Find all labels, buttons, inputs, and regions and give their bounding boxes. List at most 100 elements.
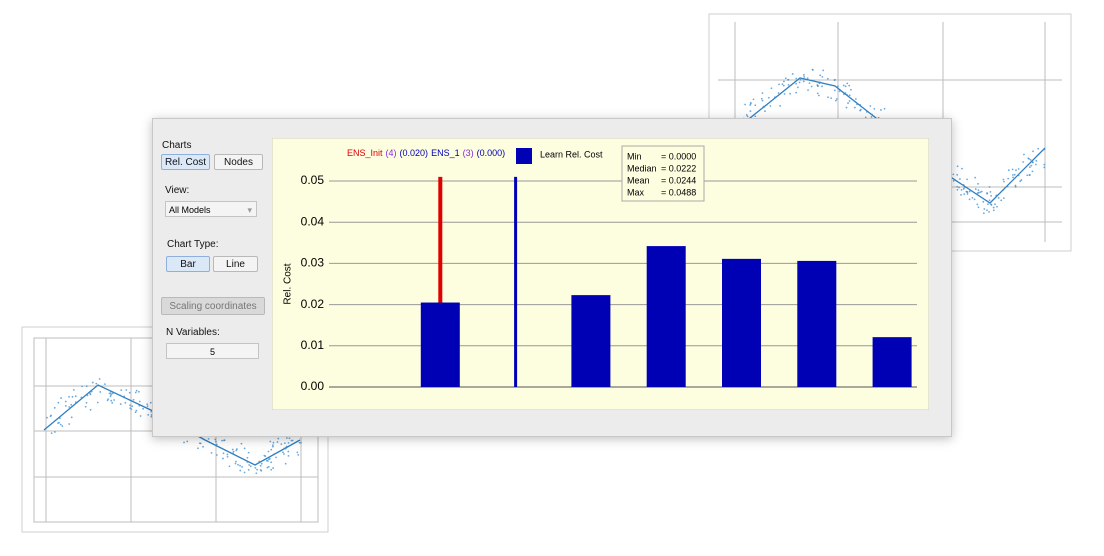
scatter-dot [836,85,839,88]
scatter-dot [246,456,249,459]
scatter-dot [810,85,813,88]
scatter-dot [959,178,961,180]
scatter-dot [287,441,290,444]
legend-swatch [516,148,532,164]
nodes-button[interactable]: Nodes [214,154,263,170]
scatter-dot [979,191,982,194]
scatter-dot [108,392,111,395]
scatter-dot [819,74,822,77]
legend-label: Learn Rel. Cost [540,149,603,159]
scatter-dot [966,193,969,195]
scatter-dot [787,79,789,81]
scatter-dot [223,439,226,442]
scatter-dot [232,450,235,453]
view-label: View: [165,185,190,196]
scatter-dot [1022,161,1024,163]
scatter-dot [983,208,986,210]
scatter-dot [59,423,62,426]
scatter-dot [85,385,88,388]
scatter-dot [273,453,275,456]
scatter-dot [46,416,48,419]
scatter-dot [272,444,274,447]
scatter-dot [68,423,71,425]
scatter-dot [779,104,782,107]
scatter-dot [827,96,829,99]
scatter-dot [854,100,857,103]
scaling-button[interactable]: Scaling coordinates [161,297,265,315]
scatter-dot [57,401,60,404]
scatter-dot [267,465,270,468]
scatter-dot [990,203,992,206]
scatter-dot [995,194,998,197]
annotation-part: ENS_Init [347,148,383,158]
scatter-dot [150,415,153,418]
scatter-dot [72,388,75,391]
view-dropdown[interactable]: All Models ▾ [165,201,257,217]
scatter-dot [1031,161,1034,163]
line-button[interactable]: Line [213,256,258,272]
scatter-dot [130,408,133,411]
scatter-dot [846,94,849,96]
scatter-dot [968,190,971,193]
scatter-dot [848,100,851,102]
scatter-dot [842,84,845,87]
scatter-dot [267,450,270,453]
scatter-dot [808,82,811,85]
scatter-dot [81,385,83,388]
scatter-dot [761,99,764,102]
scatter-dot [267,460,269,462]
scatter-dot [186,440,189,443]
scatter-dot [873,107,876,110]
scatter-dot [124,401,127,404]
annotation-part: (0.000) [477,148,506,158]
scatter-dot [962,188,965,190]
scatter-dot [770,87,773,90]
scatter-dot [850,88,852,91]
n-variables-field[interactable]: 5 [166,343,259,359]
scatter-dot [880,109,882,111]
scatter-dot [183,441,185,444]
scatter-dot [74,401,77,404]
scatter-dot [277,437,280,440]
chart: 0.00 0.01 0.02 0.03 0.04 0.05 Rel. Cost ENS_Ini… [272,138,929,410]
y-tick-label: 0.00 [301,379,325,393]
scatter-dot [791,73,794,75]
scatter-dot [1043,166,1046,169]
scatter-dot [795,82,798,85]
scatter-dot [960,188,963,191]
scatter-dot [89,408,92,411]
scatter-dot [125,389,128,391]
y-axis-label: Rel. Cost [283,263,294,304]
scatter-dot [59,417,61,420]
scatter-dot [974,176,977,179]
chart-type-label: Chart Type: [167,239,219,250]
scatter-dot [835,98,838,100]
scatter-dot [744,103,747,106]
scatter-dot [283,453,285,455]
scatter-dot [119,403,122,405]
scatter-dot [1000,199,1003,202]
bar-button[interactable]: Bar [166,256,210,272]
scatter-dot [64,405,67,407]
scatter-dot [986,192,989,195]
scatter-dot [988,210,990,213]
scatter-dot [215,440,217,443]
dropdown-arrow: ▾ [247,205,252,215]
n-variables-label: N Variables: [166,327,220,338]
scatter-dot [960,194,962,196]
scatter-dot [134,411,137,414]
scatter-dot [70,416,73,419]
scatter-dot [764,110,766,113]
scatter-dot [258,460,261,463]
scatter-dot [997,197,1000,199]
scatter-dot [952,179,955,182]
scatter-dot [956,185,958,188]
rel-cost-button[interactable]: Rel. Cost [161,154,210,170]
scatter-dot [865,111,868,113]
y-tick-label: 0.02 [301,297,325,311]
scatter-dot [782,84,785,87]
stats-name: Max [627,187,645,197]
scatter-dot [132,398,135,401]
scatter-dot [1017,174,1020,177]
scatter-dot [247,469,250,471]
